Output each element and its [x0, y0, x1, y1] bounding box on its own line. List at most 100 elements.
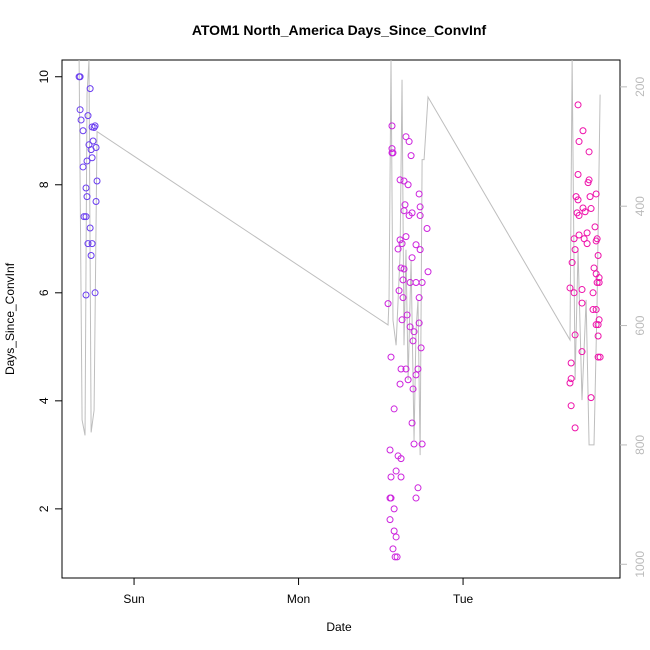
data-point — [387, 473, 395, 481]
data-point — [91, 289, 99, 297]
data-point — [574, 196, 582, 204]
data-point — [586, 193, 594, 201]
data-point — [86, 224, 94, 232]
data-point — [594, 252, 602, 260]
data-point — [92, 144, 100, 152]
data-point — [587, 205, 595, 213]
data-point — [387, 494, 395, 502]
data-point — [402, 133, 410, 141]
data-point — [412, 371, 420, 379]
data-point — [394, 245, 402, 253]
data-point — [397, 264, 405, 272]
data-point — [567, 375, 575, 383]
data-point — [397, 365, 405, 373]
data-point — [83, 193, 91, 201]
data-point — [392, 533, 400, 541]
data-point — [76, 106, 84, 114]
data-point — [594, 321, 602, 329]
data-point — [76, 73, 84, 81]
data-point — [578, 286, 586, 294]
data-point — [391, 553, 399, 561]
data-point — [387, 353, 395, 361]
data-point — [574, 101, 582, 109]
data-point — [592, 237, 600, 245]
data-point — [87, 252, 95, 260]
data-point — [396, 176, 404, 184]
y2-tick-label: 600 — [633, 315, 647, 335]
data-point — [415, 319, 423, 327]
data-point — [567, 402, 575, 410]
data-point — [403, 311, 411, 319]
x-tick-label: Tue — [453, 592, 474, 606]
data-point — [409, 337, 417, 345]
data-point — [85, 141, 93, 149]
data-point — [585, 148, 593, 156]
y2-tick-label: 200 — [633, 77, 647, 97]
data-point — [398, 316, 406, 324]
data-point — [397, 455, 405, 463]
data-point — [418, 279, 426, 287]
data-point — [571, 246, 579, 254]
data-point — [404, 376, 412, 384]
y-tick-label: 8 — [37, 181, 51, 188]
data-point — [423, 225, 431, 233]
y2-tick-label: 1000 — [633, 551, 647, 578]
data-point — [92, 198, 100, 206]
data-point — [412, 241, 420, 249]
data-point — [400, 207, 408, 215]
data-point — [402, 365, 410, 373]
data-point — [88, 154, 96, 162]
data-point — [396, 380, 404, 388]
data-point — [571, 424, 579, 432]
data-point — [399, 276, 407, 284]
x-axis-label: Date — [326, 620, 352, 634]
data-point — [90, 124, 98, 132]
data-point — [404, 181, 412, 189]
data-point — [587, 394, 595, 402]
data-point — [402, 233, 410, 241]
data-line — [78, 60, 601, 456]
data-point — [388, 122, 396, 130]
y-tick-label: 10 — [37, 70, 51, 84]
y2-tick-label: 800 — [633, 435, 647, 455]
data-point — [389, 149, 397, 157]
data-point — [592, 190, 600, 198]
data-point — [575, 212, 583, 220]
data-point — [416, 212, 424, 220]
data-point — [400, 177, 408, 185]
data-point — [584, 179, 592, 187]
data-point — [82, 213, 90, 221]
data-point — [80, 213, 88, 221]
data-point — [594, 332, 602, 340]
data-point — [390, 405, 398, 413]
data-point — [408, 209, 416, 217]
data-point — [570, 289, 578, 297]
data-point — [566, 284, 574, 292]
y-axis-label: Days_Since_ConvInf — [3, 262, 17, 375]
data-point — [77, 116, 85, 124]
x-tick-label: Sun — [123, 592, 144, 606]
data-point — [578, 348, 586, 356]
data-point — [89, 137, 97, 145]
data-point — [590, 264, 598, 272]
data-point — [589, 289, 597, 297]
data-point — [386, 516, 394, 524]
data-point — [400, 265, 408, 273]
data-point — [79, 127, 87, 135]
data-point — [567, 359, 575, 367]
data-point — [570, 235, 578, 243]
data-point — [417, 344, 425, 352]
data-point — [395, 287, 403, 295]
data-point — [407, 152, 415, 160]
points-layer — [75, 73, 604, 561]
data-point — [386, 446, 394, 454]
data-point — [393, 553, 401, 561]
data-point — [410, 440, 418, 448]
plot-box — [61, 59, 621, 579]
data-point — [396, 236, 404, 244]
data-point — [575, 138, 583, 146]
y2-tick-label: 400 — [633, 196, 647, 216]
data-point — [568, 259, 576, 267]
data-point — [398, 240, 406, 248]
